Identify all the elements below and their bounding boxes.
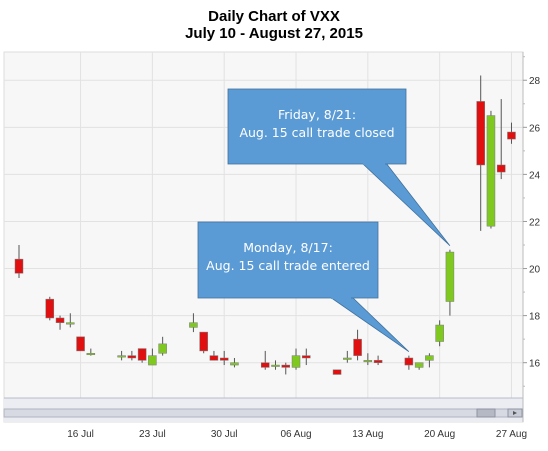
candle-body — [363, 360, 373, 363]
callout-text-line: Friday, 8/21: — [278, 107, 356, 122]
callout-text-line: Monday, 8/17: — [243, 240, 333, 255]
y-tick-label: 18 — [529, 312, 541, 323]
candle-body — [332, 369, 342, 375]
callout-joint — [331, 296, 351, 299]
callout-text-line: Aug. 15 call trade entered — [206, 258, 370, 273]
y-tick-label: 24 — [529, 170, 541, 181]
y-tick-label: 20 — [529, 265, 541, 276]
candle-body — [302, 355, 311, 359]
x-tick-label: 30 Jul — [211, 429, 238, 440]
x-tick-label: 16 Jul — [67, 429, 94, 440]
candle-body — [373, 360, 383, 363]
candle-body — [281, 364, 291, 368]
candle-body — [199, 331, 208, 352]
candle-body — [404, 357, 414, 366]
candle-body — [76, 336, 85, 352]
candle-body — [66, 322, 75, 325]
candle-body — [127, 355, 137, 359]
candle-body — [425, 355, 434, 361]
candle-body — [209, 355, 219, 361]
callout-box — [227, 88, 407, 165]
candle-body — [476, 101, 485, 166]
y-tick-label: 28 — [529, 76, 541, 87]
candle-body — [343, 357, 352, 360]
scrollbar-track[interactable] — [3, 408, 524, 418]
candle-body — [86, 353, 96, 356]
candle-body — [260, 362, 270, 368]
y-tick-label: 26 — [529, 123, 541, 134]
x-tick-label: 27 Aug — [496, 429, 527, 440]
chart-title: Daily Chart of VXX — [208, 8, 340, 25]
candle-body — [353, 338, 362, 356]
candle-body — [271, 364, 280, 367]
chart-subtitle: July 10 - August 27, 2015 — [185, 25, 363, 42]
candle-body — [137, 348, 147, 361]
x-tick-label: 06 Aug — [280, 429, 311, 440]
candle-body — [117, 355, 126, 358]
candle-body — [148, 355, 157, 366]
callout-joint — [363, 162, 385, 165]
candle-body — [14, 258, 24, 274]
x-tick-label: 13 Aug — [352, 429, 383, 440]
y-tick-label: 22 — [529, 217, 541, 228]
candle-body — [219, 357, 229, 361]
callout-text-line: Aug. 15 call trade closed — [239, 125, 394, 140]
candle-body — [45, 298, 55, 319]
y-tick-label: 16 — [529, 359, 541, 370]
candle-body — [507, 131, 516, 140]
candle-body — [189, 322, 198, 328]
candle-body — [435, 324, 444, 342]
x-tick-label: 20 Aug — [424, 429, 455, 440]
x-tick-label: 23 Jul — [139, 429, 166, 440]
candle-body — [158, 343, 167, 354]
candle-body — [496, 164, 506, 173]
candle-body — [414, 362, 424, 368]
candle-body — [445, 251, 455, 302]
candle-body — [291, 355, 301, 368]
callout-box — [197, 221, 379, 299]
candle-body — [55, 317, 65, 323]
scroll-right-icon — [513, 411, 517, 415]
candle-body — [230, 362, 239, 366]
scrollbar-thumb[interactable] — [476, 408, 496, 418]
candle-body — [486, 115, 496, 227]
